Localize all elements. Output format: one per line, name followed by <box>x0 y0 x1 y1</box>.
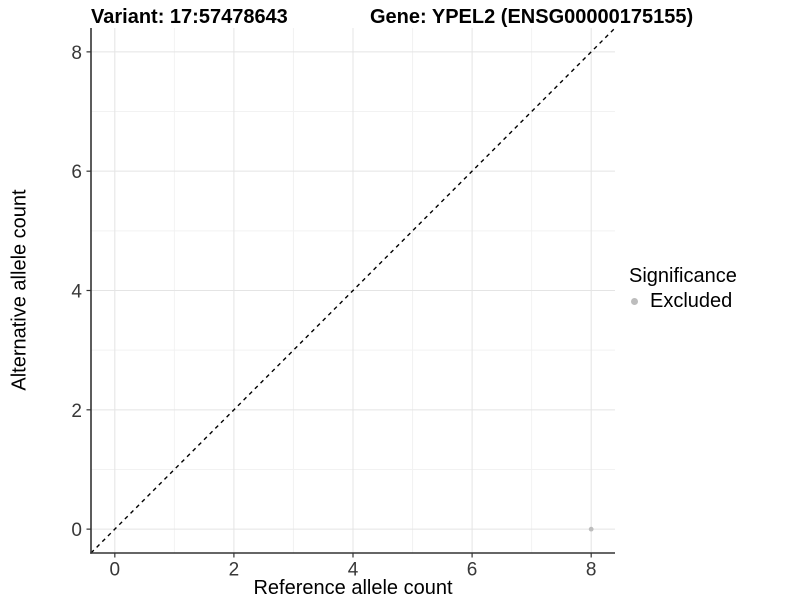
legend-title: Significance <box>629 265 737 287</box>
x-tick-label: 2 <box>229 560 240 581</box>
legend-point-icon <box>631 297 638 305</box>
data-point <box>588 526 594 532</box>
y-tick-label: 8 <box>71 43 82 64</box>
legend: Significance Excluded <box>629 264 737 312</box>
x-tick-label: 4 <box>348 560 359 581</box>
identity-line <box>90 27 616 554</box>
y-tick-label: 2 <box>71 401 82 422</box>
x-tick-label: 6 <box>467 560 478 581</box>
x-tick-label: 0 <box>110 560 121 581</box>
legend-item-label: Excluded <box>650 290 733 312</box>
x-tick-label: 8 <box>586 560 597 581</box>
y-axis-title: Alternative allele count <box>8 189 31 391</box>
plot-title-variant: Variant: 17:57478643 <box>91 6 288 28</box>
y-tick-label: 0 <box>71 520 82 541</box>
x-axis-title: Reference allele count <box>253 577 453 599</box>
y-tick-label: 4 <box>71 282 82 303</box>
legend-item-excluded: Excluded <box>629 290 737 312</box>
plot-title-gene: Gene: YPEL2 (ENSG00000175155) <box>370 6 694 28</box>
y-tick-label: 6 <box>71 162 82 183</box>
